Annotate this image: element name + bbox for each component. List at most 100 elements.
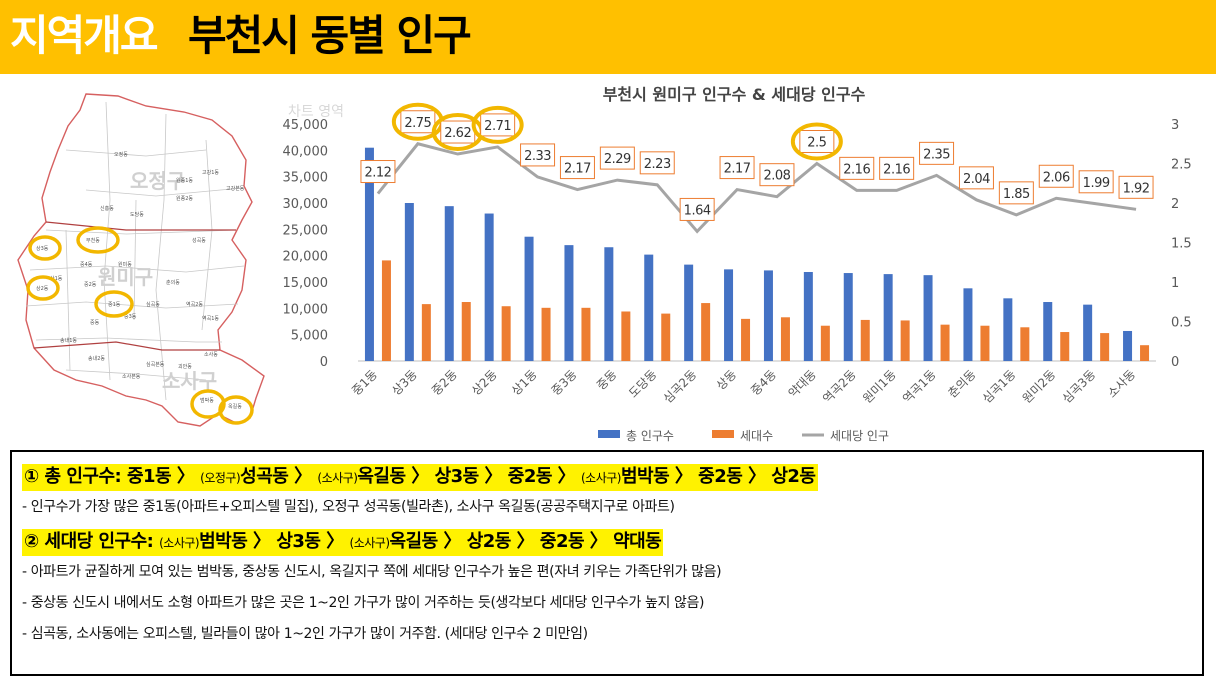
map-dong-label: 원미동 [118, 261, 132, 268]
bar-households [1060, 332, 1070, 361]
y-left-tick-label: 15,000 [283, 276, 329, 291]
data-label-box [958, 166, 994, 190]
bar-total-population [763, 270, 773, 361]
bar-households [501, 306, 511, 361]
data-label: 1.99 [1083, 176, 1110, 191]
data-label: 2.71 [484, 119, 511, 134]
bar-households [820, 325, 830, 361]
data-label-box [360, 160, 396, 184]
y-left-tick-label: 0 [320, 355, 328, 370]
summary-box: ① 총 인구수: 중1동 〉 (오정구)성곡동 〉 (소사구)옥길동 〉 상3동… [10, 450, 1204, 676]
bar-households [860, 319, 870, 361]
bar-total-population [803, 271, 813, 361]
bar-total-population [684, 264, 694, 361]
bar-households [661, 313, 671, 361]
x-tick-label: 심곡1동 [980, 367, 1019, 406]
summary-heading: ② 세대당 인구수: (소사구)범박동 〉 상3동 〉 (소사구)옥길동 〉 상… [22, 529, 664, 556]
bar-households [541, 307, 551, 361]
bar-total-population [404, 203, 414, 361]
bar-total-population [1123, 330, 1133, 361]
map-highlight-circles [26, 226, 254, 425]
bar-households [701, 303, 711, 361]
data-label-box [480, 113, 516, 137]
highlight-circle [790, 122, 843, 161]
bar-total-population [524, 236, 534, 361]
data-label: 2.5 [807, 136, 826, 151]
x-tick-label: 중1동 [349, 367, 380, 398]
map-dong-label: 성곡동 [192, 237, 206, 244]
legend-swatch [598, 430, 620, 438]
data-label: 2.04 [963, 172, 990, 187]
y-right-tick-label: 1.5 [1171, 237, 1192, 252]
section-label: 지역개요 [10, 11, 159, 60]
data-label: 1.92 [1123, 181, 1150, 196]
legend-swatch [712, 430, 734, 438]
bar-households [940, 324, 950, 361]
map-dong-label: 오정동 [114, 151, 128, 158]
data-label: 1.64 [684, 203, 711, 218]
district-prefix: (소사구) [159, 536, 200, 550]
district-prefix: (소사구) [317, 471, 358, 485]
map-dong-label: 고강1동 [202, 169, 219, 176]
bar-total-population [604, 247, 614, 361]
dong-boundaries [25, 101, 245, 401]
data-label-box [639, 151, 675, 175]
map-dong-label: 역곡1동 [202, 315, 219, 322]
bar-total-population [963, 288, 973, 361]
x-tick-label: 중4동 [748, 367, 779, 398]
chart-area-watermark: 차트 영역 [288, 104, 344, 120]
data-label: 2.12 [364, 166, 391, 181]
x-tick-label: 중3동 [549, 367, 580, 398]
y-left-tick-label: 20,000 [283, 250, 329, 265]
summary-note: - 인구수가 가장 많은 중1동(아파트+오피스텔 밀집), 오정구 성곡동(빌… [22, 499, 675, 515]
data-label: 2.33 [524, 149, 551, 164]
legend-label: 세대수 [740, 429, 773, 443]
bar-households [900, 320, 910, 361]
map-dong-label: 심곡본동 [146, 361, 165, 368]
legend-label: 총 인구수 [626, 429, 674, 443]
summary-text: 범박동 〉 상3동 〉 [199, 531, 344, 552]
summary-note: - 중상동 신도시 내에서도 소형 아파트가 많은 곳은 1~2인 가구가 많이… [22, 595, 705, 611]
bar-total-population [1003, 298, 1013, 361]
district-prefix: (소사구) [580, 471, 621, 485]
map-dong-label: 심곡동 [146, 301, 160, 308]
data-label-box [998, 181, 1034, 205]
map-svg: 오정구 원미구 소사구 오정동 고강1동 고강본동 원종1동 원종2동 신흥동 … [17, 93, 265, 427]
district-boundaries [33, 221, 236, 351]
bar-total-population [564, 245, 574, 361]
y-left-tick-label: 45,000 [283, 118, 329, 133]
data-label-box [1078, 170, 1114, 194]
map-dong-label: 중4동 [80, 262, 93, 268]
district-prefix: (오정구) [200, 471, 241, 485]
data-label-box [520, 143, 556, 167]
x-tick-label: 중동 [594, 367, 620, 393]
legend-label: 세대당 인구 [830, 429, 889, 443]
data-label-box [719, 156, 755, 180]
x-tick-label: 상3동 [389, 367, 420, 398]
map-dong-label: 상1동 [50, 275, 63, 282]
y-left-tick-label: 25,000 [283, 223, 329, 238]
bar-households [1020, 327, 1030, 361]
bucheon-district-map: 오정구 원미구 소사구 오정동 고강1동 고강본동 원종1동 원종2동 신흥동 … [6, 80, 274, 442]
y-right-tick-label: 0 [1171, 355, 1179, 370]
y-right-tick-label: 2 [1171, 197, 1179, 212]
x-tick-label: 소사동 [1105, 367, 1138, 400]
bar-households [421, 304, 431, 361]
summary-note: - 심곡동, 소사동에는 오피스텔, 빌라들이 많아 1~2인 가구가 많이 거… [22, 626, 588, 642]
x-tick-label: 도당동 [626, 367, 659, 400]
bar-total-population [644, 254, 654, 361]
bar-households [581, 307, 591, 361]
data-label-box [1038, 164, 1074, 188]
data-label: 2.35 [923, 147, 950, 162]
summary-text: 옥길동 〉 상3동 〉 중2동 〉 [357, 466, 576, 487]
map-dong-label: 역곡2동 [186, 301, 203, 308]
bar-total-population [923, 275, 933, 361]
bar-total-population [484, 213, 494, 361]
data-label-box [599, 146, 635, 170]
summary-text: ① 총 인구수: 중1동 〉 [24, 466, 195, 487]
map-dong-label: 중3동 [124, 314, 137, 320]
x-tick-label: 역곡2동 [820, 367, 859, 406]
map-dong-label: 옥길동 [228, 403, 242, 410]
data-label-box [879, 156, 915, 180]
bar-households [381, 260, 391, 361]
